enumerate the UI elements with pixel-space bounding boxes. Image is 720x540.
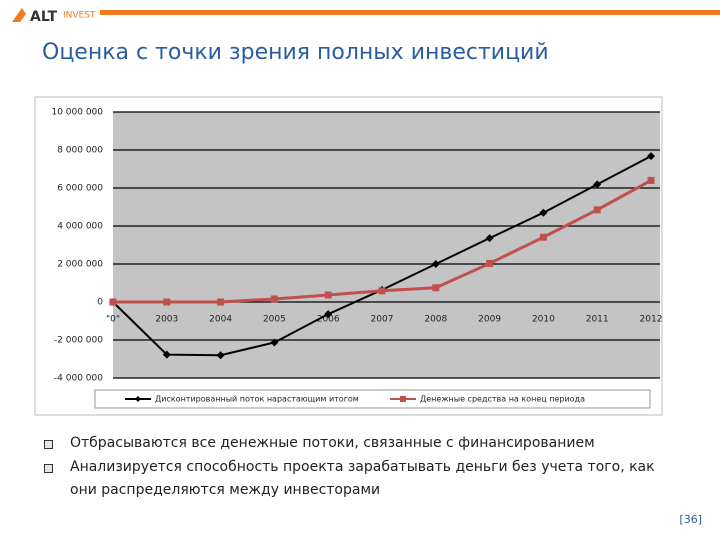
bullet: Отбрасываются все денежные потоки, связа… [44,432,680,455]
logo-invest: INVEST [63,11,96,21]
bullet: Анализируется способность проекта зараба… [44,456,680,502]
marker [539,233,547,241]
marker [647,152,655,161]
legend-box [94,389,651,409]
y-tick-label: 10 000 000 [51,108,103,118]
marker [217,298,225,306]
legend-marker [135,396,141,402]
header-stripe [100,10,720,15]
y-tick-label: 6 000 000 [57,184,103,194]
header-bar: ALT INVEST [12,8,720,25]
x-tick-label: 2005 [263,315,286,325]
x-tick-label: 2007 [371,315,394,325]
marker [324,310,333,319]
marker [485,234,494,243]
y-tick-label: -4 000 000 [54,374,103,384]
chart: -4 000 000 -2 000 000 0 2 000 000 4 000 000 6… [34,96,663,416]
x-tick-label: 2010 [532,315,555,325]
logo-icon [12,8,26,22]
marker [378,287,386,295]
legend-label: Денежные средства на конец периода [420,395,585,404]
marker [647,176,655,184]
marker [593,180,602,189]
marker [216,351,225,360]
x-tick-label: 2012 [640,315,663,325]
marker [431,260,440,268]
y-tick-label: 0 [97,298,103,308]
marker [324,291,332,299]
y-tick-label: 4 000 000 [57,222,103,232]
marker [593,206,601,214]
page-number: [36] [679,513,702,526]
x-tick-label: 2011 [586,315,609,325]
x-tick-label: 2009 [478,315,501,325]
x-tick-label: "0" [106,315,120,325]
marker [539,208,548,217]
marker [270,295,278,303]
legend-label: Дисконтированный поток нарастающим итого… [155,395,359,404]
x-tick-label: 2003 [155,315,178,325]
marker [270,338,279,347]
plot-area [113,112,660,378]
marker [432,284,440,292]
legend-marker [400,396,406,402]
slide-title: Оценка с точки зрения полных инвестиций [42,40,549,65]
y-tick-label: 8 000 000 [57,146,103,156]
marker [163,298,171,306]
y-tick-label: -2 000 000 [54,336,103,346]
x-tick-label: 2006 [317,315,340,325]
marker [162,350,171,359]
x-tick-label: 2004 [209,315,232,325]
logo-alt: ALT [30,9,57,25]
marker [486,259,494,267]
y-tick-label: 2 000 000 [57,260,103,270]
marker [109,298,117,306]
x-tick-label: 2008 [424,315,447,325]
